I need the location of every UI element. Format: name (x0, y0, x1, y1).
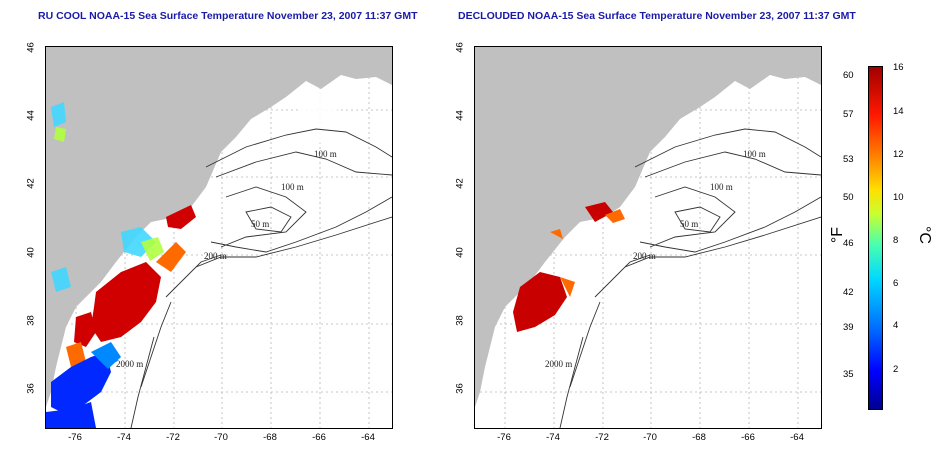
contour-label: 100 m (743, 149, 766, 159)
colorbar-celsius-tick: 6 (893, 278, 899, 289)
lon-label: -70 (643, 432, 657, 443)
contour-label: 50 m (251, 219, 269, 229)
fahrenheit-unit-label: °F (829, 226, 847, 244)
lat-label: 38 (25, 315, 37, 326)
celsius-unit-label: °C (915, 226, 933, 244)
contour-label: 100 m (281, 182, 304, 192)
colorbar-celsius-tick: 14 (893, 106, 904, 117)
sst-map-left: 100 m 100 m 50 m 200 m 2000 m (45, 46, 393, 429)
contour-label: 50 m (680, 219, 698, 229)
lat-label: 46 (25, 42, 37, 53)
lon-label: -66 (312, 432, 326, 443)
colorbar-celsius-tick: 12 (893, 149, 904, 160)
lon-label: -76 (497, 432, 511, 443)
contour-label: 200 m (204, 251, 227, 261)
lat-label: 46 (454, 42, 466, 53)
colorbar-fahrenheit-tick: 57 (843, 109, 854, 120)
lon-label: -72 (166, 432, 180, 443)
contour-label: 100 m (710, 182, 733, 192)
contour-label: 2000 m (116, 359, 143, 369)
lon-label: -66 (741, 432, 755, 443)
lon-label: -68 (263, 432, 277, 443)
lat-label: 40 (25, 247, 37, 258)
lat-label: 40 (454, 247, 466, 258)
contour-label: 100 m (314, 149, 337, 159)
lon-label: -76 (68, 432, 82, 443)
temperature-colorbar (868, 66, 883, 410)
lon-label: -70 (214, 432, 228, 443)
lat-label: 44 (454, 110, 466, 121)
colorbar-celsius-tick: 8 (893, 235, 899, 246)
lon-label: -74 (117, 432, 131, 443)
lat-label: 36 (454, 383, 466, 394)
lon-label: -64 (361, 432, 375, 443)
left-map-title: RU COOL NOAA-15 Sea Surface Temperature … (38, 10, 418, 22)
colorbar-celsius-tick: 4 (893, 320, 899, 331)
lon-label: -64 (790, 432, 804, 443)
right-map-title: DECLOUDED NOAA-15 Sea Surface Temperatur… (458, 10, 856, 22)
lon-label: -68 (692, 432, 706, 443)
colorbar-celsius-tick: 2 (893, 364, 899, 375)
colorbar-fahrenheit-tick: 50 (843, 192, 854, 203)
colorbar-fahrenheit-tick: 53 (843, 154, 854, 165)
lat-label: 36 (25, 383, 37, 394)
colorbar-fahrenheit-tick: 60 (843, 70, 854, 81)
colorbar-fahrenheit-tick: 42 (843, 287, 854, 298)
colorbar-celsius-tick: 10 (893, 192, 904, 203)
lat-label: 42 (25, 178, 37, 189)
colorbar-fahrenheit-tick: 35 (843, 369, 854, 380)
colorbar-celsius-tick: 16 (893, 62, 904, 73)
lon-label: -74 (546, 432, 560, 443)
lon-label: -72 (595, 432, 609, 443)
colorbar-fahrenheit-tick: 39 (843, 322, 854, 333)
lat-label: 38 (454, 315, 466, 326)
contour-label: 2000 m (545, 359, 572, 369)
contour-label: 200 m (633, 251, 656, 261)
colorbar-fahrenheit-tick: 46 (843, 238, 854, 249)
lat-label: 42 (454, 178, 466, 189)
sst-map-right: 100 m 100 m 50 m 200 m 2000 m (474, 46, 822, 429)
lat-label: 44 (25, 110, 37, 121)
